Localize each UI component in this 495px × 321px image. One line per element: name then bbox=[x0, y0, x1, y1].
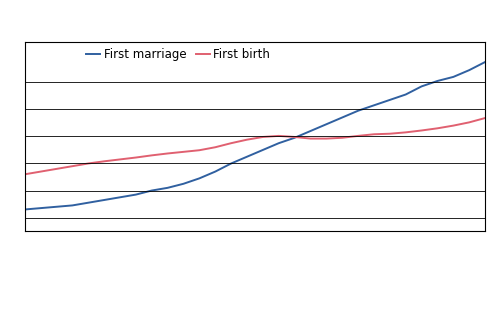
First marriage bbox=[371, 103, 377, 107]
First marriage bbox=[307, 129, 313, 133]
First birth bbox=[244, 138, 250, 142]
First birth bbox=[212, 145, 218, 149]
First birth bbox=[276, 134, 282, 138]
First marriage bbox=[228, 161, 234, 165]
First marriage bbox=[165, 186, 171, 190]
First marriage bbox=[435, 79, 441, 83]
Legend: First marriage, First birth: First marriage, First birth bbox=[86, 48, 270, 61]
First marriage bbox=[133, 193, 139, 196]
Line: First marriage: First marriage bbox=[25, 62, 485, 210]
First marriage bbox=[355, 109, 361, 113]
First marriage bbox=[450, 75, 456, 79]
First birth bbox=[22, 172, 28, 176]
First birth bbox=[133, 156, 139, 160]
First birth bbox=[69, 164, 75, 168]
First marriage bbox=[22, 208, 28, 212]
First birth bbox=[323, 137, 329, 141]
First marriage bbox=[419, 84, 425, 88]
First marriage bbox=[323, 122, 329, 126]
First marriage bbox=[69, 204, 75, 207]
First marriage bbox=[149, 189, 155, 193]
First birth bbox=[450, 124, 456, 127]
First birth bbox=[85, 161, 91, 165]
First birth bbox=[197, 148, 202, 152]
First marriage bbox=[85, 201, 91, 205]
First birth bbox=[149, 153, 155, 157]
First marriage bbox=[181, 182, 187, 186]
First birth bbox=[292, 135, 297, 139]
First marriage bbox=[387, 98, 393, 102]
First marriage bbox=[403, 92, 409, 96]
First birth bbox=[339, 136, 345, 140]
First marriage bbox=[260, 148, 266, 152]
First birth bbox=[371, 132, 377, 136]
First birth bbox=[53, 167, 59, 171]
First marriage bbox=[101, 198, 107, 202]
First birth bbox=[387, 132, 393, 136]
First marriage bbox=[339, 116, 345, 119]
First marriage bbox=[53, 205, 59, 209]
First marriage bbox=[197, 177, 202, 180]
First birth bbox=[419, 128, 425, 132]
First marriage bbox=[212, 170, 218, 174]
First birth bbox=[307, 137, 313, 141]
First marriage bbox=[482, 60, 488, 64]
First birth bbox=[165, 152, 171, 155]
First marriage bbox=[38, 206, 44, 210]
Line: First birth: First birth bbox=[25, 118, 485, 174]
First birth bbox=[38, 170, 44, 174]
First marriage bbox=[466, 68, 472, 72]
First birth bbox=[466, 120, 472, 124]
First marriage bbox=[117, 195, 123, 199]
First marriage bbox=[292, 136, 297, 140]
First birth bbox=[117, 158, 123, 161]
First birth bbox=[181, 150, 187, 154]
First birth bbox=[355, 134, 361, 138]
First birth bbox=[260, 135, 266, 139]
First birth bbox=[228, 141, 234, 145]
First marriage bbox=[244, 155, 250, 159]
First birth bbox=[403, 130, 409, 134]
First birth bbox=[482, 116, 488, 120]
First birth bbox=[101, 160, 107, 163]
First marriage bbox=[276, 141, 282, 145]
First birth bbox=[435, 126, 441, 130]
